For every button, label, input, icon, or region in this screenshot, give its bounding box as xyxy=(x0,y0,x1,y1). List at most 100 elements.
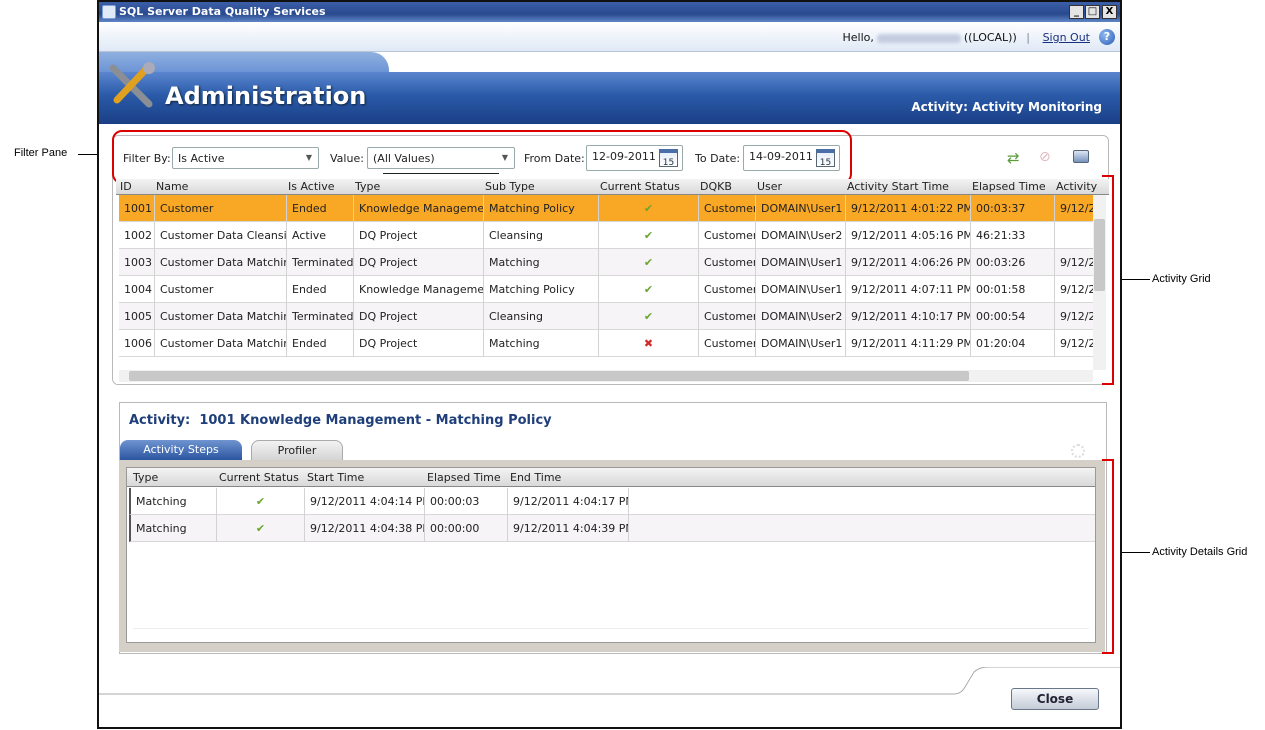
cell-active: Ended xyxy=(287,330,354,357)
user-name-blurred xyxy=(876,33,961,43)
column-header[interactable]: Current Status xyxy=(600,180,680,193)
restore-button[interactable]: □ xyxy=(1085,5,1100,19)
column-header[interactable]: User xyxy=(757,180,783,193)
column-header[interactable]: DQKB xyxy=(700,180,732,193)
hello-text: Hello, xyxy=(842,31,874,44)
terminate-icon[interactable]: ⊘ xyxy=(1039,149,1051,165)
table-row[interactable]: Matching ✔ 9/12/2011 4:04:38 PM 00:00:00 9/1… xyxy=(129,515,1095,542)
filter-by-dropdown[interactable]: Is Active ▼ xyxy=(172,147,319,169)
activity-grid-body: 1001 Customer Ended Knowledge Management Mat… xyxy=(119,195,1093,370)
error-icon: ✖ xyxy=(599,330,699,357)
cell-type: DQ Project xyxy=(354,249,484,276)
bracket-edge xyxy=(1102,459,1114,461)
table-row-partial[interactable] xyxy=(119,357,1093,370)
table-row[interactable]: Matching ✔ 9/12/2011 4:04:14 PM 00:00:03 9/1… xyxy=(129,488,1095,515)
cell-elapsed: 01:20:04 xyxy=(971,330,1055,357)
cell-type: DQ Project xyxy=(354,303,484,330)
column-header[interactable]: ID xyxy=(120,180,132,193)
cell-subtype: Matching xyxy=(484,330,599,357)
column-header[interactable]: Elapsed Time xyxy=(972,180,1046,193)
cell-subtype: Cleansing xyxy=(484,222,599,249)
window-title: SQL Server Data Quality Services xyxy=(119,5,326,18)
export-icon[interactable] xyxy=(1073,150,1089,163)
column-header[interactable]: Elapsed Time xyxy=(427,471,501,484)
column-header[interactable]: End Time xyxy=(510,471,562,484)
column-header[interactable]: Current Status xyxy=(219,471,299,484)
column-header[interactable]: Activity xyxy=(1056,180,1098,193)
calendar-icon[interactable]: 15 xyxy=(816,149,835,168)
cell-user: DOMAIN\User2 xyxy=(756,222,846,249)
chevron-down-icon: ▼ xyxy=(305,153,312,162)
column-header[interactable]: Is Active xyxy=(288,180,335,193)
cell-dqkb: Customer xyxy=(699,249,756,276)
cell-elapsed: 46:21:33 xyxy=(971,222,1055,249)
activity-grid-bracket xyxy=(1112,175,1114,385)
cell-name: Customer Data Matching xyxy=(155,303,287,330)
bracket-edge xyxy=(1102,175,1114,177)
table-row[interactable]: 1003 Customer Data Matching Terminated DQ P… xyxy=(119,249,1093,276)
column-header[interactable]: Name xyxy=(156,180,189,193)
table-row[interactable]: 1005 Customer Data Matching Terminated DQ P… xyxy=(119,303,1093,330)
cell-type: DQ Project xyxy=(354,222,484,249)
cell-elapsed: 00:03:26 xyxy=(971,249,1055,276)
vertical-scrollbar[interactable] xyxy=(1093,195,1106,370)
cell-name: Customer xyxy=(155,276,287,303)
filter-pane-highlight xyxy=(112,130,852,184)
cell-id: 1003 xyxy=(119,249,155,276)
help-icon[interactable]: ? xyxy=(1099,29,1115,45)
column-header[interactable]: Activity Start Time xyxy=(847,180,949,193)
value-dropdown[interactable]: (All Values) ▼ xyxy=(367,147,515,169)
value-value: (All Values) xyxy=(373,152,435,165)
refresh-icon[interactable]: ⇄ xyxy=(1007,149,1020,167)
cell-id: 1006 xyxy=(119,330,155,357)
cell-dqkb: Customer xyxy=(699,330,756,357)
table-row[interactable]: 1001 Customer Ended Knowledge Management Mat… xyxy=(119,195,1093,222)
details-grid-bracket xyxy=(1112,459,1114,654)
annotation-activity-grid: Activity Grid xyxy=(1152,273,1211,285)
table-row[interactable]: 1004 Customer Ended Knowledge Management Mat… xyxy=(119,276,1093,303)
minimize-button[interactable]: _ xyxy=(1069,5,1084,19)
table-row[interactable]: 1002 Customer Data Cleansing Active DQ Proj… xyxy=(119,222,1093,249)
activity-grid-header: ID Name Is Active Type Sub Type Current Statu… xyxy=(116,179,1109,195)
from-date-picker[interactable]: 12-09-2011 15 xyxy=(586,145,683,171)
cell-end: 9/12/20 xyxy=(1055,276,1093,303)
annotation-filter-pane: Filter Pane xyxy=(14,147,68,159)
cell-start: 9/12/2011 4:06:26 PM xyxy=(846,249,971,276)
column-header[interactable]: Type xyxy=(133,471,159,484)
tab-activity-steps[interactable]: Activity Steps xyxy=(120,440,242,460)
bracket-edge xyxy=(1102,383,1114,385)
details-grid-frame: Type Current Status Start Time Elapsed Time… xyxy=(119,460,1105,652)
app-window: SQL Server Data Quality Services _ □ X H… xyxy=(97,0,1122,729)
calendar-icon[interactable]: 15 xyxy=(659,149,678,168)
annotation-line xyxy=(1113,279,1150,280)
column-header[interactable]: Type xyxy=(355,180,381,193)
horizontal-scrollbar[interactable] xyxy=(133,628,1089,638)
cell-subtype: Matching Policy xyxy=(484,195,599,222)
horizontal-scrollbar[interactable] xyxy=(119,370,1093,382)
table-row[interactable]: 1006 Customer Data Matching Ended DQ Projec… xyxy=(119,330,1093,357)
banner xyxy=(99,72,1120,124)
app-icon xyxy=(102,5,116,19)
column-header[interactable]: Sub Type xyxy=(485,180,535,193)
cell-dqkb: Customer xyxy=(699,195,756,222)
column-header[interactable]: Start Time xyxy=(307,471,365,484)
cell-subtype: Cleansing xyxy=(484,303,599,330)
close-window-button[interactable]: X xyxy=(1102,5,1117,19)
scroll-thumb[interactable] xyxy=(1094,219,1105,291)
sign-out-link[interactable]: Sign Out xyxy=(1042,31,1090,44)
cell-type: DQ Project xyxy=(354,330,484,357)
cell-name: Customer xyxy=(155,195,287,222)
separator: | xyxy=(1026,31,1030,44)
check-icon: ✔ xyxy=(599,276,699,303)
tab-profiler[interactable]: Profiler xyxy=(251,440,343,460)
cell-start: 9/12/2011 4:05:16 PM xyxy=(846,222,971,249)
cell-start: 9/12/2011 4:04:38 PM xyxy=(305,515,425,542)
server-name: ((LOCAL)) xyxy=(963,31,1017,44)
check-icon: ✔ xyxy=(599,303,699,330)
cell-active: Active xyxy=(287,222,354,249)
close-button[interactable]: Close xyxy=(1011,688,1099,710)
cell-end xyxy=(1055,222,1093,249)
to-date-picker[interactable]: 14-09-2011 15 xyxy=(743,145,840,171)
scroll-thumb[interactable] xyxy=(129,371,969,381)
cell-elapsed: 00:00:54 xyxy=(971,303,1055,330)
